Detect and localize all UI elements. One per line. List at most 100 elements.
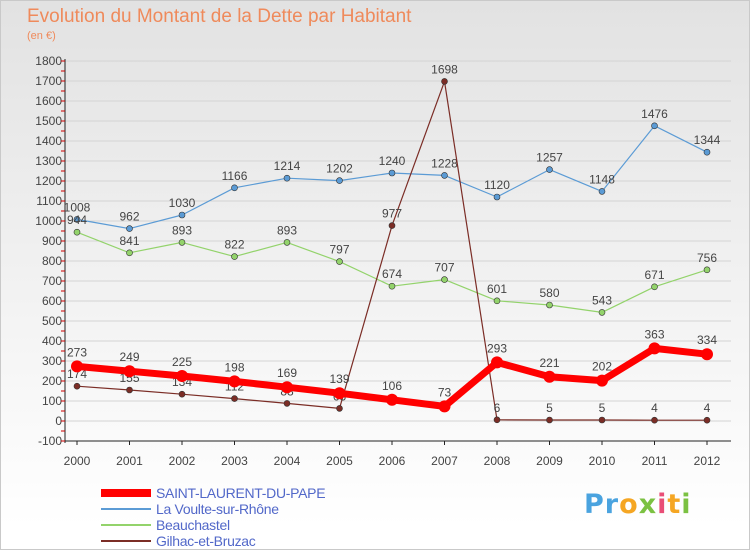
x-tick-label-2011: 2011 — [642, 454, 668, 468]
data-label-la-voulte-2008: 1120 — [484, 178, 510, 192]
data-label-la-voulte-2002: 1030 — [169, 196, 196, 210]
y-tick-label-0: 0 — [55, 414, 62, 428]
y-tick-label-1600: 1600 — [35, 94, 62, 108]
data-label-gilhac-2012: 4 — [704, 401, 711, 415]
point-la-voulte-2000 — [73, 216, 81, 223]
y-tick-label--100: -100 — [38, 434, 62, 448]
data-label-la-voulte-2007: 1228 — [431, 156, 458, 170]
data-label-beauchastel-2005: 797 — [329, 243, 349, 257]
point-saint-laurent-2007 — [438, 400, 451, 413]
point-la-voulte-2003 — [231, 184, 238, 192]
point-gilhac-2012 — [703, 416, 711, 424]
point-la-voulte-2008 — [493, 193, 501, 201]
point-beauchastel-2003 — [231, 253, 238, 260]
y-tick-label-100: 100 — [42, 394, 62, 408]
x-tick-label-2001: 2001 — [116, 454, 143, 468]
point-la-voulte-2004 — [283, 174, 291, 182]
y-tick-label-1200: 1200 — [35, 174, 62, 188]
proxiti-logo: Proxiti — [584, 489, 692, 520]
point-beauchastel-2011 — [651, 283, 658, 291]
data-label-saint-laurent-2003: 198 — [224, 360, 244, 374]
data-label-beauchastel-2012: 756 — [697, 251, 717, 265]
y-tick-label-600: 600 — [42, 294, 62, 308]
data-label-gilhac-2011: 4 — [651, 401, 658, 415]
point-beauchastel-2004 — [283, 239, 291, 246]
y-tick-label-300: 300 — [42, 354, 62, 368]
data-label-la-voulte-2006: 1240 — [379, 154, 406, 168]
point-saint-laurent-2004 — [281, 381, 293, 394]
point-beauchastel-2009 — [546, 301, 553, 309]
data-label-la-voulte-2011: 1476 — [641, 107, 668, 121]
point-gilhac-2000 — [73, 382, 81, 390]
data-label-saint-laurent-2002: 225 — [172, 355, 192, 369]
point-gilhac-2010 — [598, 416, 606, 424]
point-gilhac-2003 — [231, 395, 238, 402]
data-label-saint-laurent-2008: 293 — [487, 341, 507, 355]
data-label-beauchastel-2003: 822 — [224, 238, 244, 252]
data-label-saint-laurent-2005: 139 — [329, 372, 349, 386]
point-beauchastel-2005 — [336, 258, 343, 265]
data-label-la-voulte-2004: 1214 — [274, 159, 301, 173]
legend-label-beauchastel: Beauchastel — [156, 517, 230, 533]
point-gilhac-2008 — [493, 416, 501, 424]
data-label-gilhac-2008: 6 — [494, 401, 501, 415]
data-label-beauchastel-2006: 674 — [382, 267, 402, 281]
data-label-la-voulte-2005: 1202 — [326, 162, 353, 176]
point-gilhac-2004 — [283, 400, 291, 407]
point-saint-laurent-2000 — [71, 360, 83, 373]
legend-swatch-la-voulte — [101, 508, 151, 510]
point-la-voulte-2002 — [178, 211, 186, 219]
point-gilhac-2001 — [126, 386, 133, 394]
y-tick-label-1100: 1100 — [36, 194, 62, 208]
point-la-voulte-2005 — [336, 177, 343, 184]
point-beauchastel-2001 — [126, 249, 133, 257]
point-la-voulte-2001 — [126, 225, 133, 232]
data-label-beauchastel-2009: 580 — [539, 286, 559, 300]
data-label-beauchastel-2004: 893 — [277, 223, 297, 237]
data-label-beauchastel-2010: 543 — [592, 293, 612, 307]
data-label-gilhac-2000: 174 — [67, 367, 87, 381]
data-label-saint-laurent-2000: 273 — [67, 345, 87, 359]
data-label-gilhac-2007: 1698 — [431, 62, 458, 76]
data-label-gilhac-2010: 5 — [599, 401, 606, 415]
point-la-voulte-2009 — [546, 166, 553, 173]
x-tick-label-2003: 2003 — [221, 454, 248, 468]
y-tick-label-400: 400 — [42, 334, 62, 348]
y-tick-label-200: 200 — [42, 374, 62, 388]
chart-title: Evolution du Montant de la Dette par Hab… — [27, 6, 412, 27]
data-label-gilhac-2006: 977 — [382, 207, 402, 221]
point-saint-laurent-2009 — [543, 370, 556, 383]
data-label-beauchastel-2007: 707 — [434, 261, 454, 275]
x-tick-label-2007: 2007 — [431, 454, 458, 468]
data-label-saint-laurent-2010: 202 — [592, 360, 612, 374]
x-tick-label-2000: 2000 — [64, 454, 91, 468]
point-saint-laurent-2003 — [228, 375, 241, 388]
point-beauchastel-2006 — [388, 282, 396, 290]
point-beauchastel-2007 — [441, 276, 448, 283]
point-beauchastel-2012 — [703, 266, 711, 274]
legend-swatch-saint-laurent — [101, 489, 151, 497]
point-saint-laurent-2011 — [648, 342, 661, 355]
point-gilhac-2007 — [441, 78, 448, 85]
data-label-beauchastel-2000: 944 — [67, 213, 87, 227]
y-tick-label-800: 800 — [42, 254, 62, 268]
series-line-gilhac — [76, 80, 707, 421]
data-label-beauchastel-2002: 893 — [172, 223, 192, 237]
point-gilhac-2006 — [388, 222, 396, 229]
data-label-la-voulte-2001: 962 — [119, 210, 139, 224]
data-label-saint-laurent-2001: 249 — [119, 350, 139, 364]
data-label-la-voulte-2009: 1257 — [536, 151, 563, 165]
x-tick-label-2006: 2006 — [379, 454, 406, 468]
point-saint-laurent-2002 — [176, 370, 188, 382]
legend-label-gilhac: Gilhac-et-Bruzac — [156, 533, 256, 549]
x-tick-label-2012: 2012 — [694, 454, 721, 468]
point-saint-laurent-2005 — [333, 387, 346, 400]
x-tick-label-2002: 2002 — [169, 454, 196, 468]
data-label-beauchastel-2001: 841 — [119, 234, 139, 248]
x-tick-label-2004: 2004 — [274, 454, 301, 468]
point-saint-laurent-2006 — [386, 393, 398, 406]
x-tick-label-2010: 2010 — [589, 454, 616, 468]
point-beauchastel-2000 — [73, 228, 81, 236]
